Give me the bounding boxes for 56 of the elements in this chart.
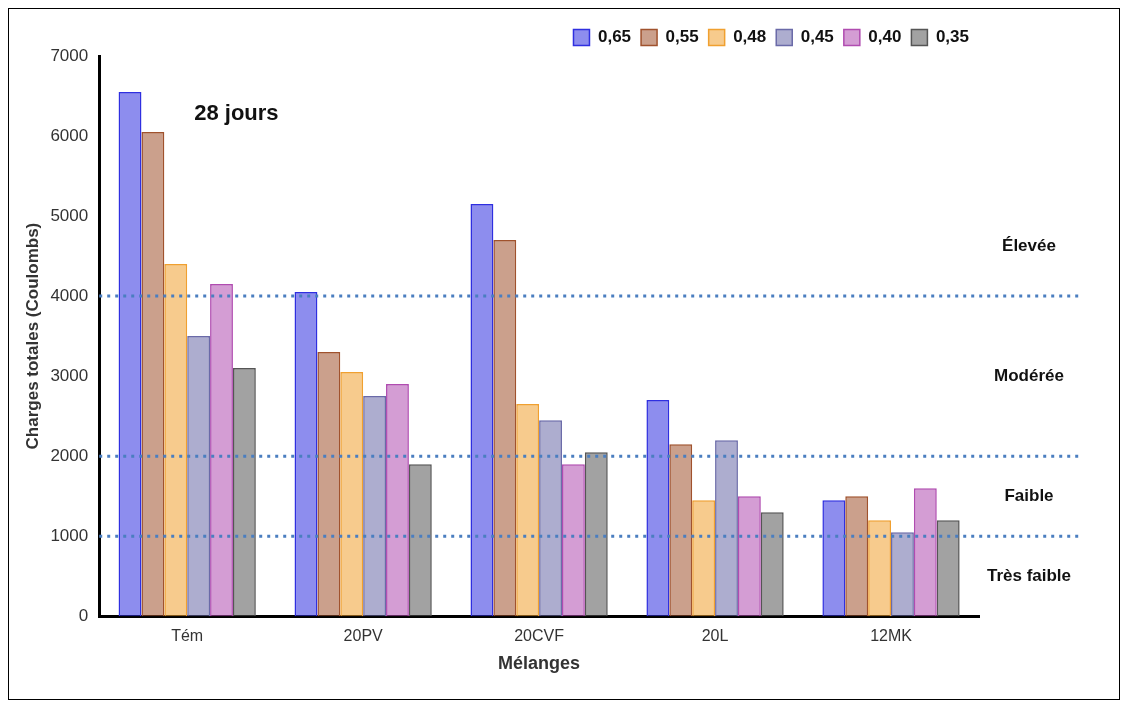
bar [891,532,914,617]
annotation: Modérée [994,365,1064,385]
y-tick-label: 3000 [50,365,89,385]
x-axis-title: Mélanges [498,653,581,674]
bar [845,496,869,617]
x-tick-label: 20CVF [514,627,565,645]
bar [408,464,432,617]
bar [386,384,409,617]
y-tick-label: 2000 [50,445,89,465]
bar [516,404,540,617]
bar [692,500,716,617]
bar [669,444,693,617]
annotation: Très faible [986,565,1072,585]
annotation: Élevée [1002,235,1056,255]
bar [164,264,188,617]
x-tick-label: Tém [171,627,204,645]
bar [936,520,960,617]
legend-label: 0,40 [868,27,902,47]
bar [340,372,364,617]
legend-label: 0,65 [597,27,632,47]
y-axis-title: Charges totales (Coulombs) [22,222,42,450]
bar [294,292,318,617]
bar [187,336,211,617]
bar [822,500,846,617]
bar [584,452,608,617]
y-tick-label: 6000 [50,125,89,145]
bar [561,464,585,617]
bar [470,204,494,617]
bar [737,496,761,617]
legend-label: 0,55 [665,27,699,47]
legend-label: 0,35 [935,27,970,47]
bar [868,520,892,617]
x-tick-label: 20L [701,627,729,645]
legend-label: 0,45 [800,27,834,47]
legend-label: 0,48 [733,27,767,47]
bar [760,512,784,617]
bar [363,396,387,617]
text: 28 jours [194,99,279,125]
y-tick-label: 1000 [50,525,89,545]
bar [646,400,670,617]
x-tick-label: 12MK [870,627,913,645]
y-tick-label: 4000 [50,285,89,305]
y-tick-label: 5000 [50,205,89,225]
bar [141,132,165,617]
bar [913,488,937,617]
bar [539,420,562,617]
bar [118,92,142,617]
y-tick-label: 7000 [50,45,89,65]
annotation: Faible [1004,485,1054,505]
y-tick-label: 0 [78,605,89,625]
bar [232,368,256,617]
bar [715,440,738,617]
x-tick-label: 20PV [343,627,384,645]
bar [210,284,233,617]
bar [317,352,341,617]
bar [493,240,517,617]
